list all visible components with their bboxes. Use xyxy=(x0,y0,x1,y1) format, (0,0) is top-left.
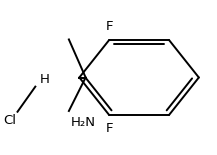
Text: F: F xyxy=(105,20,113,33)
Text: H₂N: H₂N xyxy=(71,116,96,129)
Text: Cl: Cl xyxy=(3,114,16,127)
Text: H: H xyxy=(39,73,49,86)
Text: F: F xyxy=(105,122,113,135)
